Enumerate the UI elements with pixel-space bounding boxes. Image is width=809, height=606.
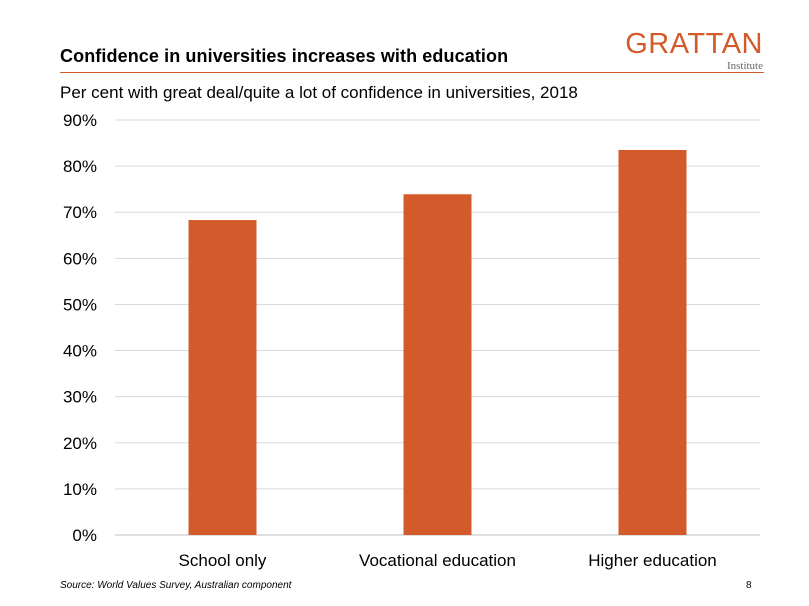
y-tick-label: 60% <box>63 249 97 268</box>
source-note: Source: World Values Survey, Australian … <box>60 580 292 591</box>
chart-subtitle: Per cent with great deal/quite a lot of … <box>60 83 578 102</box>
bars <box>188 149 687 536</box>
y-tick-label: 70% <box>63 203 97 222</box>
y-tick-label: 30% <box>63 388 97 407</box>
y-axis-ticks: 0% 10% 20% 30% 40% 50% 60% 70% 80% 90% <box>63 111 97 545</box>
title-divider <box>60 72 764 73</box>
y-tick-label: 40% <box>63 342 97 361</box>
x-tick-label: School only <box>179 551 267 570</box>
x-axis-ticks: School only Vocational education Higher ed… <box>179 551 717 570</box>
logo-subtext: Institute <box>726 60 763 72</box>
page-number: 8 <box>746 580 752 591</box>
y-tick-label: 20% <box>63 434 97 453</box>
x-tick-label: Higher education <box>588 551 717 570</box>
y-tick-label: 10% <box>63 480 97 499</box>
chart-title: Confidence in universities increases wit… <box>60 46 509 66</box>
bar-school-only <box>188 220 257 536</box>
y-tick-label: 90% <box>63 111 97 130</box>
y-tick-label: 50% <box>63 295 97 314</box>
y-tick-label: 80% <box>63 157 97 176</box>
grattan-logo: GRATTAN Institute <box>625 28 769 72</box>
bar-vocational-education <box>403 194 472 535</box>
bar-higher-education <box>618 149 687 535</box>
x-tick-label: Vocational education <box>359 551 516 570</box>
logo-wordmark: GRATTAN <box>625 28 763 60</box>
y-tick-label: 0% <box>72 526 97 545</box>
